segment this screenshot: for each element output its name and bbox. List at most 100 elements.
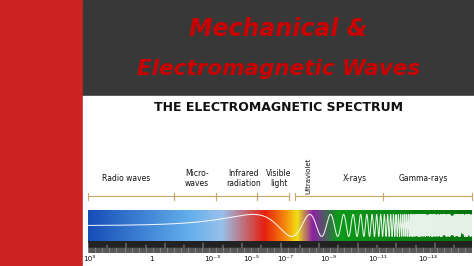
Bar <box>362 210 363 241</box>
Text: Ultraviolet: Ultraviolet <box>305 158 311 194</box>
Bar <box>348 210 349 241</box>
Bar <box>316 210 317 241</box>
Text: X-rays: X-rays <box>343 174 366 183</box>
Bar <box>417 210 418 241</box>
Bar <box>279 210 280 241</box>
Bar <box>210 210 211 241</box>
Bar <box>94 210 95 241</box>
Bar <box>203 210 204 241</box>
Bar <box>433 210 434 241</box>
Bar <box>280 210 281 241</box>
Bar <box>181 210 182 241</box>
Bar <box>254 210 255 241</box>
Bar <box>214 210 215 241</box>
Bar <box>451 210 452 241</box>
Bar <box>186 210 187 241</box>
Text: 10⁻⁵: 10⁻⁵ <box>243 256 259 262</box>
Bar <box>309 210 310 241</box>
Bar <box>189 210 190 241</box>
Bar <box>218 210 219 241</box>
Bar <box>213 210 214 241</box>
Bar <box>327 210 328 241</box>
Bar <box>400 210 401 241</box>
Bar <box>371 210 372 241</box>
Bar <box>353 210 354 241</box>
Bar <box>223 210 224 241</box>
Bar <box>423 210 424 241</box>
Bar <box>335 210 336 241</box>
Bar <box>298 210 299 241</box>
Bar <box>292 210 293 241</box>
Bar <box>123 210 124 241</box>
Bar <box>176 210 177 241</box>
Bar <box>352 210 353 241</box>
Bar <box>310 210 311 241</box>
Bar <box>255 210 256 241</box>
Bar <box>289 210 290 241</box>
Bar <box>324 210 325 241</box>
Bar <box>354 210 355 241</box>
Bar <box>169 210 170 241</box>
Bar <box>346 210 347 241</box>
Bar <box>251 210 252 241</box>
Bar <box>286 210 287 241</box>
Text: Mechanical &: Mechanical & <box>189 17 368 41</box>
Bar <box>215 210 216 241</box>
Bar <box>267 210 268 241</box>
Bar <box>321 210 322 241</box>
Bar <box>216 210 217 241</box>
Bar <box>441 210 442 241</box>
Bar <box>390 210 391 241</box>
Bar <box>170 210 171 241</box>
Bar <box>83 96 474 266</box>
Text: 10³: 10³ <box>83 256 96 262</box>
Bar <box>253 210 254 241</box>
Bar <box>291 210 292 241</box>
Bar <box>257 210 258 241</box>
Bar <box>229 210 230 241</box>
Bar <box>418 210 419 241</box>
Bar <box>369 210 370 241</box>
Bar <box>356 210 357 241</box>
Bar <box>238 210 239 241</box>
Text: THE ELECTROMAGNETIC SPECTRUM: THE ELECTROMAGNETIC SPECTRUM <box>154 101 403 114</box>
Bar <box>112 210 113 241</box>
Bar <box>281 210 282 241</box>
Bar <box>171 210 172 241</box>
Bar <box>399 210 400 241</box>
Bar <box>133 210 134 241</box>
Bar <box>413 210 414 241</box>
Bar <box>83 0 474 96</box>
Bar <box>245 210 246 241</box>
Bar <box>241 210 242 241</box>
Bar <box>145 210 146 241</box>
Bar <box>404 210 405 241</box>
Bar <box>243 210 244 241</box>
Bar <box>287 210 288 241</box>
Bar <box>224 210 225 241</box>
Bar <box>154 210 155 241</box>
Bar <box>380 210 381 241</box>
Bar <box>191 210 192 241</box>
Bar <box>359 210 360 241</box>
Bar <box>114 210 115 241</box>
Bar <box>143 210 144 241</box>
Bar <box>366 210 367 241</box>
Bar <box>150 210 151 241</box>
Bar <box>345 210 346 241</box>
Bar <box>141 210 142 241</box>
Bar <box>350 210 351 241</box>
Text: Visible
light: Visible light <box>266 169 291 188</box>
Bar <box>127 210 128 241</box>
Bar <box>384 210 385 241</box>
Bar <box>242 210 243 241</box>
Bar <box>304 210 305 241</box>
Bar <box>126 210 127 241</box>
Bar <box>265 210 266 241</box>
Bar <box>416 210 417 241</box>
Bar <box>438 210 439 241</box>
Bar <box>377 210 378 241</box>
Bar <box>463 210 464 241</box>
Text: Gamma-rays: Gamma-rays <box>399 174 448 183</box>
Bar <box>439 210 440 241</box>
